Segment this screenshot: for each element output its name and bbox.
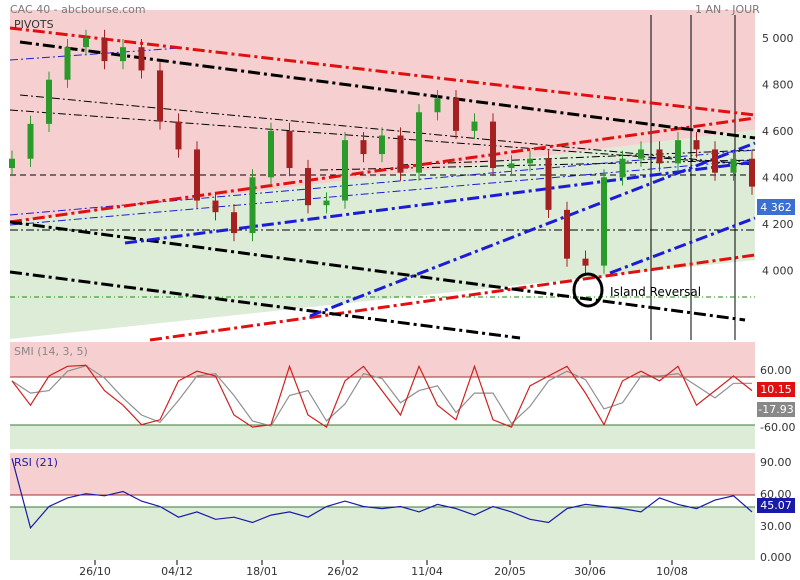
- upper-red-fill: [10, 10, 755, 115]
- price-candle: [120, 47, 126, 62]
- price-candle: [545, 158, 552, 210]
- price-candle: [675, 140, 681, 164]
- price-candle: [749, 158, 755, 187]
- price-candle: [527, 158, 533, 164]
- x-tick-label: 26/02: [327, 565, 359, 578]
- price-candle: [268, 130, 274, 178]
- price-candle: [564, 209, 570, 259]
- price-candle: [508, 163, 515, 169]
- last-value-label: 4 362: [760, 201, 792, 214]
- x-tick-label: 30/06: [574, 565, 606, 578]
- rsi-panel: RSI (21) 90.00 60.00 30.00 0.000 45.07: [10, 453, 795, 564]
- price-candle: [101, 37, 108, 62]
- price-candle: [360, 140, 367, 155]
- main-y-tick: 4 400: [762, 171, 794, 184]
- price-candle: [693, 140, 700, 150]
- price-candle: [157, 70, 163, 122]
- smi-panel: SMI (14, 3, 5) 60.00 -60.00 10.15 -17.93: [10, 342, 795, 449]
- price-candle: [27, 123, 34, 159]
- rsi-y-tick: 30.00: [760, 520, 792, 533]
- price-candle: [416, 112, 422, 173]
- price-candle: [712, 149, 718, 173]
- price-candle: [582, 258, 589, 266]
- price-candle: [83, 37, 89, 48]
- rsi-title: RSI (21): [14, 456, 58, 469]
- price-series: [9, 29, 755, 274]
- x-tick-label: 26/10: [79, 565, 111, 578]
- smi-y-tick: -60.00: [760, 421, 795, 434]
- price-candle: [656, 149, 663, 164]
- page-title: CAC 40 - abcbourse.com: [10, 3, 146, 16]
- smi-signal-line: [11, 365, 752, 427]
- x-tick-label: 20/05: [494, 565, 526, 578]
- price-candle: [730, 158, 737, 173]
- price-candle: [194, 149, 200, 201]
- rsi-y-tick: 0.000: [760, 551, 792, 564]
- price-candle: [249, 177, 256, 234]
- smi-y-tick: 60.00: [760, 364, 792, 377]
- bull-zone-fill: [10, 130, 755, 339]
- price-candle: [64, 47, 71, 80]
- pivots-label: PIVOTS: [14, 18, 54, 31]
- smi-y-axis: 60.00 -60.00 10.15 -17.93: [757, 364, 795, 434]
- x-tick-label: 11/04: [411, 565, 443, 578]
- island-reversal-label: Island Reversal: [610, 285, 701, 299]
- smi-series: [11, 364, 753, 429]
- price-candle: [9, 158, 15, 169]
- last-value-box: 4 362: [757, 199, 795, 215]
- island-reversal-marker: Island Reversal: [572, 272, 701, 308]
- smi-value-label: 10.15: [760, 383, 792, 396]
- main-y-tick: 4 200: [762, 218, 794, 231]
- price-candle: [46, 79, 52, 124]
- smi-line: [11, 364, 753, 429]
- price-candle: [138, 47, 145, 71]
- main-y-axis: 5 000 4 800 4 600 4 400 4 200 4 000: [762, 32, 794, 277]
- price-candle: [397, 135, 404, 173]
- price-candle: [379, 135, 385, 155]
- x-tick-label: 18/01: [246, 565, 278, 578]
- main-y-tick: 4 600: [762, 125, 794, 138]
- price-candle: [305, 168, 311, 206]
- rsi-y-tick: 90.00: [760, 456, 792, 469]
- smi-title: SMI (14, 3, 5): [14, 345, 88, 358]
- price-candle: [471, 121, 478, 131]
- main-y-tick: 4 800: [762, 78, 794, 91]
- price-candle: [434, 98, 441, 113]
- price-candle: [323, 200, 330, 206]
- x-tick-label: 04/12: [161, 565, 193, 578]
- price-candle: [638, 149, 644, 159]
- price-candle: [212, 200, 219, 213]
- price-candle: [453, 98, 459, 131]
- rsi-y-tick: 60.00: [760, 488, 792, 501]
- rsi-line: [11, 458, 753, 530]
- rsi-series: [11, 458, 753, 530]
- smi-signal-box: [757, 402, 795, 417]
- smi-value-box: [757, 382, 795, 397]
- vertical-markers: [650, 15, 736, 340]
- main-y-tick: 5 000: [762, 32, 794, 45]
- rsi-y-axis: 90.00 60.00 30.00 0.000 45.07: [757, 456, 795, 564]
- rsi-value-box: [757, 498, 795, 513]
- period-label: 1 AN - JOUR: [695, 3, 760, 16]
- price-candle: [175, 121, 182, 150]
- price-candle: [490, 121, 496, 169]
- x-axis: 26/10 04/12 18/01 26/02 11/04 20/05 30/06 10/08: [79, 560, 688, 578]
- smi-signal-label: -17.93: [758, 403, 793, 416]
- price-candle: [601, 177, 607, 266]
- rsi-value-label: 45.07: [760, 499, 792, 512]
- x-tick-label: 10/08: [656, 565, 688, 578]
- price-candle: [286, 130, 293, 169]
- price-candle: [619, 158, 626, 178]
- price-candle: [231, 212, 237, 234]
- main-y-tick: 4 000: [762, 264, 794, 277]
- price-candle: [342, 140, 348, 201]
